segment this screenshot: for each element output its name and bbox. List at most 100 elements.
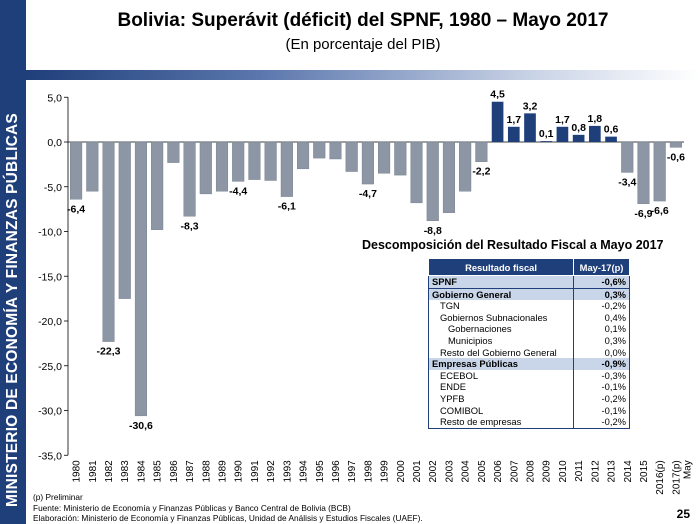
data-label: -4,7: [359, 188, 377, 200]
decomposition-label: Municipios: [448, 334, 493, 346]
bar-1999: [378, 141, 391, 174]
x-category-text: 1984: [136, 460, 147, 483]
y-tick-label: 5,0: [47, 92, 62, 104]
bar-1990: [232, 141, 245, 182]
decomposition-value: -0,9%: [573, 358, 630, 370]
bar-1982: [102, 141, 115, 342]
bar-2009: [540, 141, 553, 142]
decomposition-label: Empresas Públicas: [428, 358, 574, 370]
x-category-text: 2002: [428, 460, 439, 483]
x-category-text: 1994: [299, 460, 310, 483]
x-category-label: 2001: [412, 460, 423, 483]
footnote-source: Fuente: Ministerio de Economía y Finanza…: [33, 502, 351, 513]
data-label: -30,6: [129, 420, 153, 432]
data-label: -6,9: [634, 208, 652, 220]
x-category-text: 1987: [185, 460, 196, 483]
x-category-label: 2014: [623, 460, 634, 483]
x-category-label: 1988: [201, 460, 212, 483]
x-category-label: 2012: [590, 460, 601, 483]
x-category-label: 2016(p): [655, 460, 666, 494]
bar-1998: [361, 141, 374, 185]
x-category-text: 2009: [542, 460, 553, 483]
x-category-text: 1999: [380, 460, 391, 483]
header-resultado-fiscal: Resultado fiscal: [427, 258, 575, 276]
decomposition-value: -0,3%: [573, 369, 630, 382]
x-category-text: 2005: [477, 460, 488, 483]
x-category-label: 1989: [218, 460, 229, 483]
decomposition-label: YPFB: [440, 392, 465, 404]
decomposition-label: COMIBOL: [440, 404, 484, 416]
x-category-label: 2004: [461, 460, 472, 483]
x-category-label: 1993: [282, 460, 293, 483]
x-category-label: 1997: [347, 460, 358, 483]
x-category-label: 1991: [250, 460, 261, 483]
x-category-text: 2017(p): [671, 460, 682, 494]
x-category-text: 1982: [104, 460, 115, 483]
bar-2000: [394, 141, 407, 176]
decomposition-row: Gobernaciones 0,1%: [429, 323, 630, 335]
x-category-label: 1999: [380, 460, 391, 483]
decomposition-value: -0,2%: [573, 392, 630, 405]
bar-2005: [475, 141, 488, 162]
bar-2015: [637, 141, 650, 204]
data-label: -6,1: [278, 201, 296, 213]
decomposition-row: YPFB -0,2%: [429, 392, 630, 405]
x-category-text: 1981: [88, 460, 99, 483]
x-category-text: 1991: [250, 460, 261, 483]
x-category-text: 1998: [363, 460, 374, 483]
x-category-text: 2016(p): [655, 460, 666, 494]
data-label: 4,5: [490, 89, 505, 101]
decomposition-value: 0,3%: [573, 288, 630, 301]
decomposition-row: Resto de empresas -0,2%: [428, 416, 630, 429]
bar-1986: [167, 141, 180, 163]
decomposition-label: Gobierno General: [428, 288, 574, 301]
bar-1993: [280, 141, 293, 197]
bar-2012: [589, 125, 601, 142]
y-tick-label: 0,0: [47, 137, 62, 149]
decomposition-header-row: Resultado fiscal May-17(p): [427, 258, 630, 276]
data-label: 1,7: [506, 114, 521, 126]
decomposition-label: Gobiernos Subnacionales: [440, 311, 548, 323]
decomposition-row: Empresas Públicas -0,9%: [428, 358, 630, 370]
bar-2010: [556, 126, 569, 142]
x-category-label: 1998: [363, 460, 374, 483]
x-category-text: 2011: [574, 460, 585, 482]
bar-1987: [183, 141, 196, 217]
x-category-label: 2015: [639, 460, 650, 483]
bar-2004: [459, 141, 472, 192]
y-tick-label: -25,0: [38, 361, 62, 373]
decomposition-row: Gobiernos Subnacionales 0,4%: [429, 311, 630, 324]
data-label: -4,4: [229, 185, 247, 197]
x-category-text: 1992: [266, 460, 277, 483]
x-category-text: 2015: [639, 460, 650, 483]
bar-1995: [313, 141, 326, 159]
decomposition-label: ECEBOL: [440, 369, 479, 381]
decomposition-value: -0,1%: [573, 404, 630, 417]
decomposition-row: TGN -0,2%: [429, 300, 630, 312]
x-category-label: 1986: [169, 460, 180, 483]
decomposition-value: 0,1%: [573, 323, 630, 335]
bar-2014: [621, 141, 634, 173]
bar-2013: [605, 136, 617, 142]
data-label: -2,2: [472, 166, 490, 178]
x-category-text: 1983: [120, 460, 131, 483]
decomposition-value: 0,0%: [573, 346, 630, 359]
bar-2003: [442, 141, 455, 213]
x-category-label: 2007: [509, 460, 520, 483]
data-label: 0,8: [571, 122, 586, 134]
data-label: -8,8: [424, 225, 442, 237]
x-category-label: 2017(p) May: [671, 460, 693, 494]
y-tick-label: -10,0: [38, 227, 62, 239]
x-category-label: 1985: [153, 460, 164, 483]
x-category-text: 2014: [623, 460, 634, 483]
bar-1981: [86, 141, 99, 192]
x-category-text: 1980: [72, 460, 83, 483]
decomposition-value: -0,2%: [573, 300, 630, 312]
x-category-text: 1997: [347, 460, 358, 483]
decomposition-label: SPNF: [428, 275, 574, 289]
x-category-label: 1995: [315, 460, 326, 483]
data-label: -0,6: [667, 151, 685, 163]
decomposition-row: Resto del Gobierno General 0,0%: [429, 346, 630, 359]
bar-1996: [329, 141, 342, 160]
